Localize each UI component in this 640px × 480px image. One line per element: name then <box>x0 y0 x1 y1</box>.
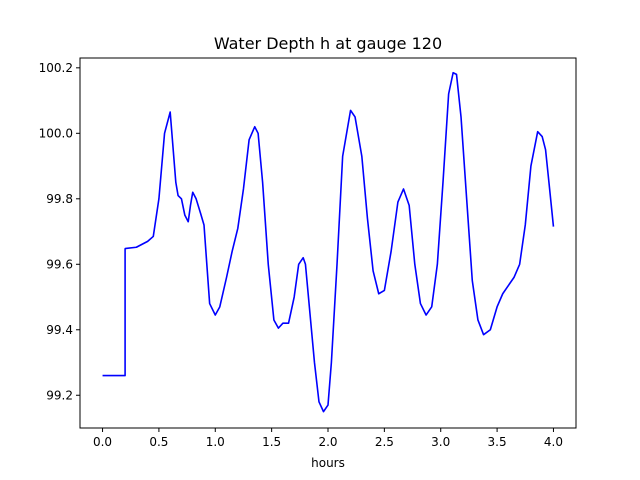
x-tick-label: 2.0 <box>318 435 337 449</box>
x-tick-label: 1.5 <box>262 435 281 449</box>
plot-frame <box>79 57 577 429</box>
x-tick-label: 3.5 <box>488 435 507 449</box>
y-tick-label: 99.6 <box>46 257 73 271</box>
x-tick-label: 4.0 <box>544 435 563 449</box>
y-tick-label: 99.2 <box>46 388 73 402</box>
x-tick-label: 2.5 <box>375 435 394 449</box>
x-tick-label: 3.0 <box>431 435 450 449</box>
series-line-0 <box>102 71 555 413</box>
y-tick-label: 99.4 <box>46 323 73 337</box>
y-tick-label: 100.0 <box>39 126 73 140</box>
plot-area <box>102 71 555 413</box>
x-axis-label: hours <box>311 456 345 470</box>
x-tick-label: 0.0 <box>93 435 112 449</box>
x-axis: 0.0 0.5 1.0 1.5 2.0 2.5 3.0 3.5 4.0 <box>93 428 563 449</box>
y-tick-label: 100.2 <box>39 61 73 75</box>
x-tick-label: 0.5 <box>149 435 168 449</box>
y-tick-label: 99.8 <box>46 192 73 206</box>
x-tick-label: 1.0 <box>206 435 225 449</box>
y-axis: 99.2 99.4 99.6 99.8 100.0 100.2 <box>39 61 80 402</box>
chart-title: Water Depth h at gauge 120 <box>214 34 442 53</box>
